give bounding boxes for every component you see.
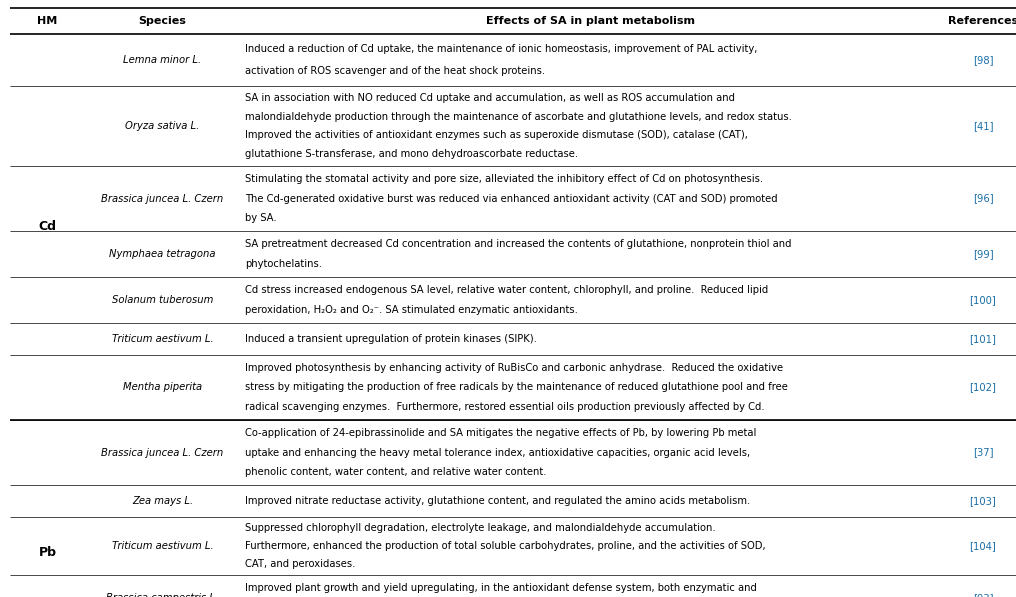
- Text: glutathione S-transferase, and mono dehydroascorbate reductase.: glutathione S-transferase, and mono dehy…: [245, 149, 578, 159]
- Text: The Cd-generated oxidative burst was reduced via enhanced antioxidant activity (: The Cd-generated oxidative burst was red…: [245, 193, 777, 204]
- Text: SA pretreatment decreased Cd concentration and increased the contents of glutath: SA pretreatment decreased Cd concentrati…: [245, 239, 791, 249]
- Text: activation of ROS scavenger and of the heat shock proteins.: activation of ROS scavenger and of the h…: [245, 66, 546, 76]
- Text: [100]: [100]: [969, 295, 997, 305]
- Text: SA in association with NO reduced Cd uptake and accumulation, as well as ROS acc: SA in association with NO reduced Cd upt…: [245, 93, 735, 103]
- Text: Cd: Cd: [39, 220, 57, 233]
- Text: radical scavenging enzymes.  Furthermore, restored essential oils production pre: radical scavenging enzymes. Furthermore,…: [245, 402, 765, 412]
- Text: [103]: [103]: [969, 496, 997, 506]
- Text: malondialdehyde production through the maintenance of ascorbate and glutathione : malondialdehyde production through the m…: [245, 112, 791, 122]
- Text: References: References: [948, 16, 1016, 26]
- Text: Solanum tuberosum: Solanum tuberosum: [112, 295, 213, 305]
- Text: Brassica campestris L.: Brassica campestris L.: [107, 593, 218, 597]
- Text: by SA.: by SA.: [245, 213, 276, 223]
- Text: Mentha piperita: Mentha piperita: [123, 383, 202, 392]
- Text: uptake and enhancing the heavy metal tolerance index, antioxidative capacities, : uptake and enhancing the heavy metal tol…: [245, 448, 750, 457]
- Text: Induced a reduction of Cd uptake, the maintenance of ionic homeostasis, improvem: Induced a reduction of Cd uptake, the ma…: [245, 44, 757, 54]
- Text: Improved nitrate reductase activity, glutathione content, and regulated the amin: Improved nitrate reductase activity, glu…: [245, 496, 750, 506]
- Text: Lemna minor L.: Lemna minor L.: [123, 55, 201, 65]
- Text: CAT, and peroxidases.: CAT, and peroxidases.: [245, 559, 356, 568]
- Text: Oryza sativa L.: Oryza sativa L.: [125, 121, 199, 131]
- Text: Improved plant growth and yield upregulating, in the antioxidant defense system,: Improved plant growth and yield upregula…: [245, 583, 757, 593]
- Text: [96]: [96]: [972, 193, 994, 204]
- Text: phytochelatins.: phytochelatins.: [245, 259, 322, 269]
- Text: [102]: [102]: [969, 383, 997, 392]
- Text: Triticum aestivum L.: Triticum aestivum L.: [112, 334, 213, 344]
- Text: HM: HM: [38, 16, 58, 26]
- Text: [98]: [98]: [972, 55, 994, 65]
- Text: Triticum aestivum L.: Triticum aestivum L.: [112, 541, 213, 551]
- Text: phenolic content, water content, and relative water content.: phenolic content, water content, and rel…: [245, 467, 547, 477]
- Text: Stimulating the stomatal activity and pore size, alleviated the inhibitory effec: Stimulating the stomatal activity and po…: [245, 174, 763, 184]
- Text: [37]: [37]: [972, 448, 994, 457]
- Text: Improved photosynthesis by enhancing activity of RuBisCo and carbonic anhydrase.: Improved photosynthesis by enhancing act…: [245, 363, 783, 373]
- Text: Suppressed chlorophyll degradation, electrolyte leakage, and malondialdehyde acc: Suppressed chlorophyll degradation, elec…: [245, 524, 715, 534]
- Text: Brassica juncea L. Czern: Brassica juncea L. Czern: [102, 193, 224, 204]
- Text: stress by mitigating the production of free radicals by the maintenance of reduc: stress by mitigating the production of f…: [245, 383, 787, 392]
- Text: [101]: [101]: [969, 334, 997, 344]
- Text: [99]: [99]: [972, 249, 994, 259]
- Text: Co-application of 24-epibrassinolide and SA mitigates the negative effects of Pb: Co-application of 24-epibrassinolide and…: [245, 428, 756, 438]
- Text: Induced a transient upregulation of protein kinases (SIPK).: Induced a transient upregulation of prot…: [245, 334, 536, 344]
- Text: [93]: [93]: [972, 593, 994, 597]
- Text: Improved the activities of antioxidant enzymes such as superoxide dismutase (SOD: Improved the activities of antioxidant e…: [245, 130, 748, 140]
- Text: [104]: [104]: [969, 541, 997, 551]
- Text: Zea mays L.: Zea mays L.: [132, 496, 193, 506]
- Text: [41]: [41]: [972, 121, 994, 131]
- Text: Pb: Pb: [39, 546, 57, 559]
- Text: Species: Species: [138, 16, 187, 26]
- Text: Nymphaea tetragona: Nymphaea tetragona: [110, 249, 215, 259]
- Text: Furthermore, enhanced the production of total soluble carbohydrates, proline, an: Furthermore, enhanced the production of …: [245, 541, 766, 551]
- Text: Brassica juncea L. Czern: Brassica juncea L. Czern: [102, 448, 224, 457]
- Text: Effects of SA in plant metabolism: Effects of SA in plant metabolism: [486, 16, 695, 26]
- Text: peroxidation, H₂O₂ and O₂⁻. SA stimulated enzymatic antioxidants.: peroxidation, H₂O₂ and O₂⁻. SA stimulate…: [245, 305, 578, 315]
- Text: Cd stress increased endogenous SA level, relative water content, chlorophyll, an: Cd stress increased endogenous SA level,…: [245, 285, 768, 295]
